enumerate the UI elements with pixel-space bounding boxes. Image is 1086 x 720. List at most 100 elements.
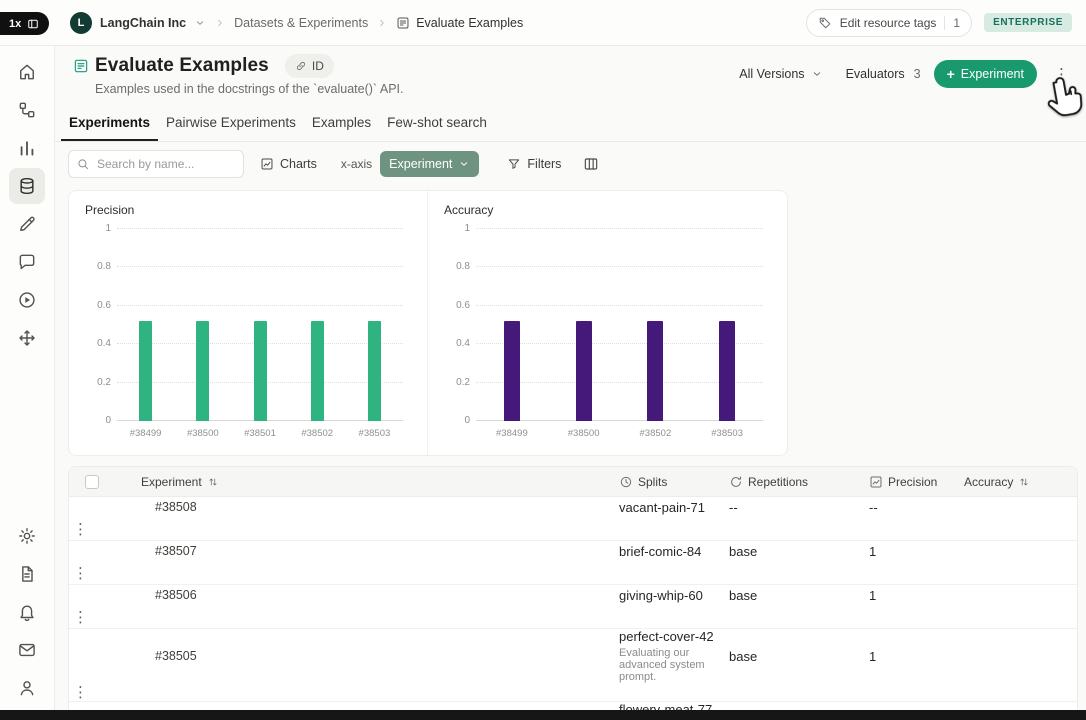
row-menu-button[interactable]: ⋮ [73,608,89,626]
row-menu-button[interactable]: ⋮ [73,564,89,582]
xaxis-select[interactable]: Experiment [380,151,480,177]
bar[interactable] [575,321,592,421]
column-header-precision[interactable]: Precision [869,475,964,489]
sidebar-item-playground[interactable] [9,282,45,318]
sidebar-item-deployments[interactable] [9,320,45,356]
experiment-name[interactable]: brief-comic-84 [619,543,702,559]
home-icon [17,62,37,82]
sidebar-item-tracing[interactable] [9,92,45,128]
new-experiment-button[interactable]: + Experiment [933,60,1037,88]
table-row[interactable]: #38505 perfect-cover-42 Evaluating our adv… [69,629,1077,702]
experiment-id: #38507 [155,544,197,558]
table-body: #38508 vacant-pain-71 -- -- ⋮ #38507 brief-com… [69,497,1077,710]
dataset-icon [396,16,410,30]
bar[interactable] [367,321,381,421]
tag-icon [818,16,832,30]
x-tick-label: #38501 [244,428,276,439]
chart-precision: Precision 0 0.2 0.4 0.6 0.8 1 #38499 #38500 #3850… [69,191,428,455]
x-tick-label: #38500 [186,428,219,439]
experiment-name[interactable]: giving-whip-60 [619,587,703,603]
breadcrumb-section[interactable]: Datasets & Experiments [234,15,369,30]
sort-icon[interactable] [207,476,219,488]
table-row[interactable]: #38508 vacant-pain-71 -- -- ⋮ [69,497,1077,541]
chevron-down-icon[interactable] [194,17,206,29]
bar-chart-icon [17,138,37,158]
bar[interactable] [503,321,520,421]
table-row[interactable]: #38504flowery-meat-77Evaluating our basi… [69,702,1077,710]
charts-toggle-button[interactable]: Charts [252,150,325,178]
recording-speed-pill[interactable]: 1x [0,12,50,35]
sidebar-item-settings[interactable] [9,518,45,554]
document-icon [17,564,37,584]
tabs: Experiments Pairwise Experiments Examples F… [55,104,1086,142]
play-circle-icon [17,290,37,310]
y-tick-label: 0.2 [456,376,470,388]
column-header-repetitions[interactable]: Repetitions [729,475,869,489]
tags-count: 1 [953,15,961,30]
table-row[interactable]: #38507 brief-comic-84 base 1 ⋮ [69,541,1077,585]
sidebar-item-prompts[interactable] [9,244,45,280]
column-settings-button[interactable] [579,152,603,176]
gear-icon [17,526,37,546]
y-tick-label: 1 [105,223,111,234]
evaluators-button[interactable]: Evaluators 3 [845,67,921,81]
bar[interactable] [196,321,210,421]
x-tick-label: #38499 [129,428,162,439]
y-tick-label: 0 [464,415,470,426]
tab-few-shot-search[interactable]: Few-shot search [387,115,487,130]
sidebar-item-monitoring[interactable] [9,130,45,166]
enterprise-badge: ENTERPRISE [984,13,1072,32]
tab-pairwise-experiments[interactable]: Pairwise Experiments [166,115,296,130]
column-header-experiment[interactable]: Experiment [141,475,619,489]
experiment-name[interactable]: flowery-meat-77 [619,702,713,710]
select-all-checkbox[interactable] [85,474,99,489]
sidebar-item-datasets[interactable] [9,168,45,204]
repetitions-cell: -- [869,499,878,515]
bar[interactable] [719,321,736,421]
column-header-splits[interactable]: Splits [619,475,729,489]
repetitions-cell: 1 [869,587,877,603]
experiment-id: #38506 [155,588,197,602]
sidebar-item-home[interactable] [9,54,45,90]
versions-dropdown[interactable]: All Versions [729,60,832,88]
sort-icon[interactable] [1018,476,1030,488]
search-input[interactable] [68,150,244,178]
y-tick-label: 0 [105,415,111,426]
tab-experiments[interactable]: Experiments [61,104,158,141]
user-icon [17,678,37,698]
chart-plot: 0 0.2 0.4 0.6 0.8 1 #38499 #38500 #38501 #38502 #3… [97,223,403,439]
sidebar-item-notifications[interactable] [9,594,45,630]
bar[interactable] [139,321,153,421]
sidebar-item-feedback[interactable] [9,632,45,668]
tab-examples[interactable]: Examples [311,115,372,130]
hand-cursor [1047,77,1083,117]
copy-id-button[interactable]: ID [284,54,334,78]
y-tick-label: 0.6 [97,299,111,311]
y-tick-label: 1 [464,223,470,234]
chart-accuracy: Accuracy 0 0.2 0.4 0.6 0.8 1 #38499 #38500 #38502… [428,191,787,455]
playback-speed: 1x [9,17,22,30]
row-menu-button[interactable]: ⋮ [73,520,89,538]
column-header-accuracy[interactable]: Accuracy [964,475,1059,489]
charts-card: Precision 0 0.2 0.4 0.6 0.8 1 #38499 #38500 #3850… [68,190,788,456]
move-icon [17,328,37,348]
sidebar-item-account[interactable] [9,670,45,706]
bar[interactable] [310,321,324,421]
table-row[interactable]: #38506 giving-whip-60 base 1 ⋮ [69,585,1077,629]
database-icon [17,176,37,196]
chevron-right-icon [376,17,388,29]
experiment-name[interactable]: perfect-cover-42 [619,629,714,644]
bar[interactable] [647,321,664,421]
sidebar-item-docs[interactable] [9,556,45,592]
breadcrumb-current[interactable]: Evaluate Examples [396,16,523,30]
row-menu-button[interactable]: ⋮ [73,684,89,701]
splits-cell: base [729,543,758,559]
breadcrumb-org[interactable]: LangChain Inc [100,15,187,30]
bar[interactable] [253,321,267,421]
y-tick-label: 0.8 [97,261,111,273]
edit-resource-tags-button[interactable]: Edit resource tags 1 [805,8,973,37]
sidebar-item-annotations[interactable] [9,206,45,242]
filters-button[interactable]: Filters [499,150,569,178]
experiment-name[interactable]: vacant-pain-71 [619,499,705,515]
org-avatar[interactable]: L [70,11,92,34]
